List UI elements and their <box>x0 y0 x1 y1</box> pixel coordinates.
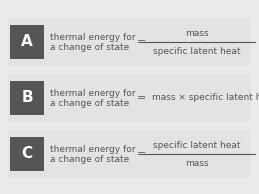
Text: mass: mass <box>185 158 209 167</box>
Text: =: = <box>137 149 147 159</box>
Bar <box>10 81 44 115</box>
Text: thermal energy for: thermal energy for <box>50 88 135 98</box>
Text: B: B <box>21 90 33 106</box>
Bar <box>8 18 251 66</box>
Text: mass × specific latent heat: mass × specific latent heat <box>152 94 259 102</box>
Bar <box>10 137 44 171</box>
Bar <box>10 25 44 59</box>
Text: a change of state: a change of state <box>50 154 129 164</box>
Text: a change of state: a change of state <box>50 99 129 107</box>
Text: a change of state: a change of state <box>50 42 129 51</box>
Text: =: = <box>137 37 147 47</box>
Text: thermal energy for: thermal energy for <box>50 145 135 153</box>
Bar <box>8 130 251 178</box>
Text: =: = <box>137 93 147 103</box>
Text: specific latent heat: specific latent heat <box>153 140 241 150</box>
Text: specific latent heat: specific latent heat <box>153 47 241 55</box>
Text: A: A <box>21 35 33 49</box>
Bar <box>8 74 251 122</box>
Text: C: C <box>21 146 33 161</box>
Text: thermal energy for: thermal energy for <box>50 33 135 42</box>
Text: mass: mass <box>185 29 209 37</box>
